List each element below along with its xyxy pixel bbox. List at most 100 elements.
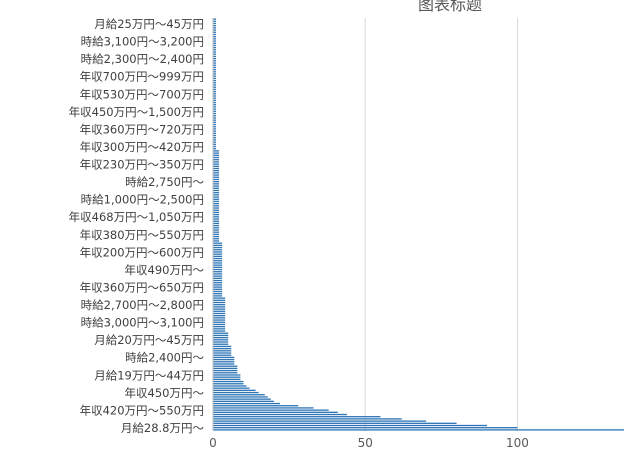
bar bbox=[213, 271, 223, 273]
bar bbox=[213, 394, 265, 396]
bar bbox=[213, 84, 217, 86]
bar bbox=[213, 275, 223, 277]
bar bbox=[213, 66, 217, 69]
y-tick-label: 月給20万円〜45万円 bbox=[94, 333, 204, 347]
bar bbox=[213, 429, 624, 431]
bar bbox=[213, 40, 217, 42]
bar bbox=[213, 420, 427, 422]
bar bbox=[213, 53, 217, 55]
bar bbox=[213, 189, 220, 192]
bar bbox=[213, 339, 229, 341]
bar bbox=[213, 387, 250, 389]
bar bbox=[213, 319, 226, 321]
bar bbox=[213, 49, 217, 51]
bar bbox=[213, 191, 220, 194]
bar bbox=[213, 73, 217, 75]
bar bbox=[213, 86, 217, 88]
x-tick-label: 50 bbox=[358, 436, 373, 450]
bar bbox=[213, 159, 220, 161]
bar bbox=[213, 334, 229, 337]
bar bbox=[213, 409, 329, 411]
bar bbox=[213, 194, 220, 196]
y-tick-label: 時給2,700円〜2,800円 bbox=[81, 298, 204, 312]
bar bbox=[213, 227, 220, 229]
bar bbox=[213, 325, 226, 328]
y-tick-label: 年収450万円〜 bbox=[125, 386, 205, 400]
bar bbox=[213, 79, 217, 82]
bar bbox=[213, 117, 217, 119]
bar bbox=[213, 365, 238, 367]
bar bbox=[213, 352, 232, 354]
bar bbox=[213, 299, 226, 301]
bar bbox=[213, 172, 220, 174]
bar bbox=[213, 161, 220, 163]
chart-title: 图表标题 bbox=[417, 0, 482, 14]
bar bbox=[213, 372, 238, 374]
bar bbox=[213, 238, 220, 240]
bar bbox=[213, 143, 217, 145]
bar bbox=[213, 257, 223, 260]
bar bbox=[213, 301, 226, 304]
bar bbox=[213, 416, 381, 418]
bar bbox=[213, 288, 223, 290]
bar bbox=[213, 33, 217, 36]
bar bbox=[213, 29, 217, 31]
bar bbox=[213, 185, 220, 187]
bar bbox=[213, 407, 314, 409]
bar bbox=[213, 207, 220, 209]
bar bbox=[213, 317, 226, 319]
bar bbox=[213, 242, 223, 244]
bar bbox=[213, 202, 220, 205]
bar bbox=[213, 264, 223, 266]
bar bbox=[213, 115, 217, 117]
bar bbox=[213, 139, 217, 141]
bar bbox=[213, 279, 223, 282]
bar bbox=[213, 57, 217, 60]
bar bbox=[213, 304, 226, 306]
bar bbox=[213, 205, 220, 207]
bar bbox=[213, 277, 223, 279]
bar bbox=[213, 308, 226, 310]
bar bbox=[213, 128, 217, 130]
bar bbox=[213, 396, 268, 398]
bar bbox=[213, 126, 217, 128]
bar bbox=[213, 273, 223, 275]
bar bbox=[213, 88, 217, 91]
bar bbox=[213, 183, 220, 185]
y-tick-label: 月給28.8万円〜 bbox=[121, 421, 205, 435]
bar bbox=[213, 249, 223, 251]
bar bbox=[213, 255, 223, 258]
bar bbox=[213, 222, 220, 225]
bar bbox=[213, 356, 235, 359]
bar bbox=[213, 196, 220, 198]
x-tick-label: 100 bbox=[506, 436, 529, 450]
bar bbox=[213, 68, 217, 71]
y-tick-label: 年収380万円〜550万円 bbox=[80, 228, 204, 242]
bar bbox=[213, 174, 220, 176]
bar bbox=[213, 391, 259, 394]
bar bbox=[213, 163, 220, 165]
bar bbox=[213, 211, 220, 214]
bar bbox=[213, 95, 217, 97]
y-tick-label: 時給3,100円〜3,200円 bbox=[81, 35, 204, 49]
bar bbox=[213, 253, 223, 255]
bar bbox=[213, 347, 232, 350]
bar bbox=[213, 130, 217, 132]
bar bbox=[213, 367, 238, 370]
bar bbox=[213, 369, 238, 372]
bar bbox=[213, 251, 223, 253]
bar bbox=[213, 233, 220, 236]
bar bbox=[213, 119, 217, 121]
bar bbox=[213, 106, 217, 108]
bar bbox=[213, 235, 220, 238]
bar bbox=[213, 156, 220, 159]
bar bbox=[213, 154, 220, 156]
bar bbox=[213, 284, 223, 286]
bar bbox=[213, 323, 226, 326]
bar bbox=[213, 22, 217, 25]
y-tick-label: 年収300万円〜420万円 bbox=[80, 140, 204, 154]
bar bbox=[213, 110, 217, 113]
x-tick-label: 0 bbox=[209, 436, 217, 450]
y-tick-label: 時給2,750円〜 bbox=[125, 175, 204, 189]
